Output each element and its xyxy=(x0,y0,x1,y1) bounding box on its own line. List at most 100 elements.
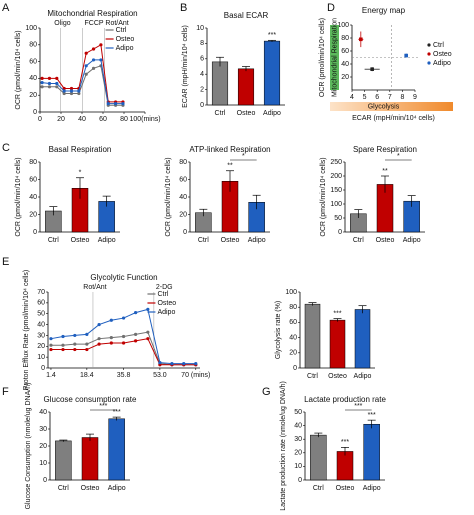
chart-title: Energy map xyxy=(362,6,406,15)
y-tick-label: 0 xyxy=(338,229,342,236)
error-bar xyxy=(308,302,317,306)
error-bar xyxy=(333,318,342,322)
y-tick-label: 40 xyxy=(294,422,302,429)
x-tick-label: Adipo xyxy=(354,373,372,380)
legend-label: Adipo xyxy=(433,60,451,67)
data-point xyxy=(49,343,53,347)
y-tick-label: 80 xyxy=(179,159,187,166)
y-tick-label: 40 xyxy=(289,334,297,341)
data-point xyxy=(114,102,118,106)
data-point xyxy=(49,337,53,341)
y-tick-label: 30 xyxy=(294,436,302,443)
y-tick-label: 150 xyxy=(330,187,342,194)
significance: * xyxy=(242,153,245,160)
significance: * xyxy=(397,153,400,160)
data-point xyxy=(62,89,66,93)
x-tick-label: 80 xyxy=(120,116,128,123)
data-point xyxy=(146,337,150,341)
error-bar xyxy=(86,433,94,441)
error-bar xyxy=(381,175,389,193)
error-bar xyxy=(252,194,261,210)
bar xyxy=(108,418,125,481)
y-tick-label: 20 xyxy=(29,92,37,99)
data-point xyxy=(61,334,65,339)
error-bar xyxy=(367,419,376,429)
y-tick-label: 0 xyxy=(33,109,37,116)
data-point xyxy=(73,342,77,346)
y-tick-label: 10 xyxy=(39,460,47,467)
legend-label: Osteo xyxy=(116,36,135,43)
x-axis-label: ECAR (mpH/min/10⁴ cells) xyxy=(352,115,435,122)
data-point xyxy=(73,347,77,352)
x-tick-label: Adipo xyxy=(98,237,116,244)
data-point xyxy=(121,334,126,339)
y-tick-label: 60 xyxy=(179,176,187,183)
data-point xyxy=(77,91,81,96)
y-tick-label: 80 xyxy=(341,35,349,42)
error-bar xyxy=(216,56,224,67)
y-axis-label: Glucose Consumption (nmole/ug DNA/h) xyxy=(25,383,32,510)
chart-title: Glucose consumption rate xyxy=(44,395,137,404)
panel-letter: A xyxy=(2,2,10,14)
y-tick-label: 80 xyxy=(289,304,297,311)
data-point xyxy=(91,58,96,62)
data-point xyxy=(121,102,125,106)
error-bar xyxy=(358,305,367,314)
y-tick-label: 80 xyxy=(29,42,37,49)
glycolysis-label: Glycolysis xyxy=(368,103,400,110)
bar xyxy=(55,440,72,481)
injection-label: Oligo xyxy=(54,20,70,27)
bar xyxy=(304,303,321,369)
bar xyxy=(310,434,327,481)
data-point xyxy=(85,342,89,346)
x-tick-label: Adipo xyxy=(108,485,126,492)
y-tick-label: 50 xyxy=(334,215,342,222)
x-tick-label: 7 xyxy=(388,94,392,101)
x-tick-label: 8 xyxy=(400,94,404,101)
error-bar xyxy=(102,195,111,207)
y-tick-label: 30 xyxy=(39,426,47,433)
y-tick-label: 30 xyxy=(37,332,45,339)
x-tick-label: Osteo xyxy=(237,110,256,117)
data-point xyxy=(158,360,162,365)
data-point xyxy=(40,81,44,85)
y-tick-label: 100 xyxy=(285,289,297,296)
x-tick-label: 9 xyxy=(413,94,417,101)
x-tick-label: Ctrl xyxy=(215,110,226,117)
y-axis-label: Glycolysis rate (%) xyxy=(275,301,282,359)
y-axis-label: ECAR (mpH/min/10⁴ cells) xyxy=(182,25,189,108)
data-point xyxy=(55,76,59,80)
data-point xyxy=(40,76,44,80)
bar xyxy=(363,423,380,481)
injection-label: Rot/Ant xyxy=(83,284,106,291)
x-tick-label: 100(mins) xyxy=(129,116,160,123)
y-tick-label: 8 xyxy=(200,40,204,47)
error-bar xyxy=(268,39,276,42)
x-tick-label: Ctrl xyxy=(353,237,364,244)
bar xyxy=(329,319,346,369)
significance: ** xyxy=(227,163,233,170)
legend-label: Ctrl xyxy=(157,291,168,298)
y-tick-label: 60 xyxy=(289,319,297,326)
y-tick-label: 60 xyxy=(29,58,37,65)
chart-title: ATP-linked Respiration xyxy=(189,145,270,154)
data-point xyxy=(61,347,65,352)
y-tick-label: 20 xyxy=(39,443,47,450)
y-tick-label: 6 xyxy=(200,56,204,63)
data-point xyxy=(62,91,66,96)
y-axis-label: OCR (pmol/min/10⁴ cells) xyxy=(165,157,172,236)
data-point xyxy=(91,47,96,51)
data-point xyxy=(134,339,138,343)
x-tick-label: 0 xyxy=(38,116,42,123)
error-bar xyxy=(242,66,250,72)
x-tick-label: Osteo xyxy=(336,485,355,492)
y-tick-label: 0 xyxy=(200,102,204,109)
legend-label: Osteo xyxy=(433,51,452,58)
data-point xyxy=(91,66,96,70)
significance: *** xyxy=(268,32,276,39)
data-point xyxy=(69,86,74,91)
y-tick-label: 40 xyxy=(341,61,349,68)
error-bar xyxy=(49,206,58,216)
data-point xyxy=(40,85,44,89)
